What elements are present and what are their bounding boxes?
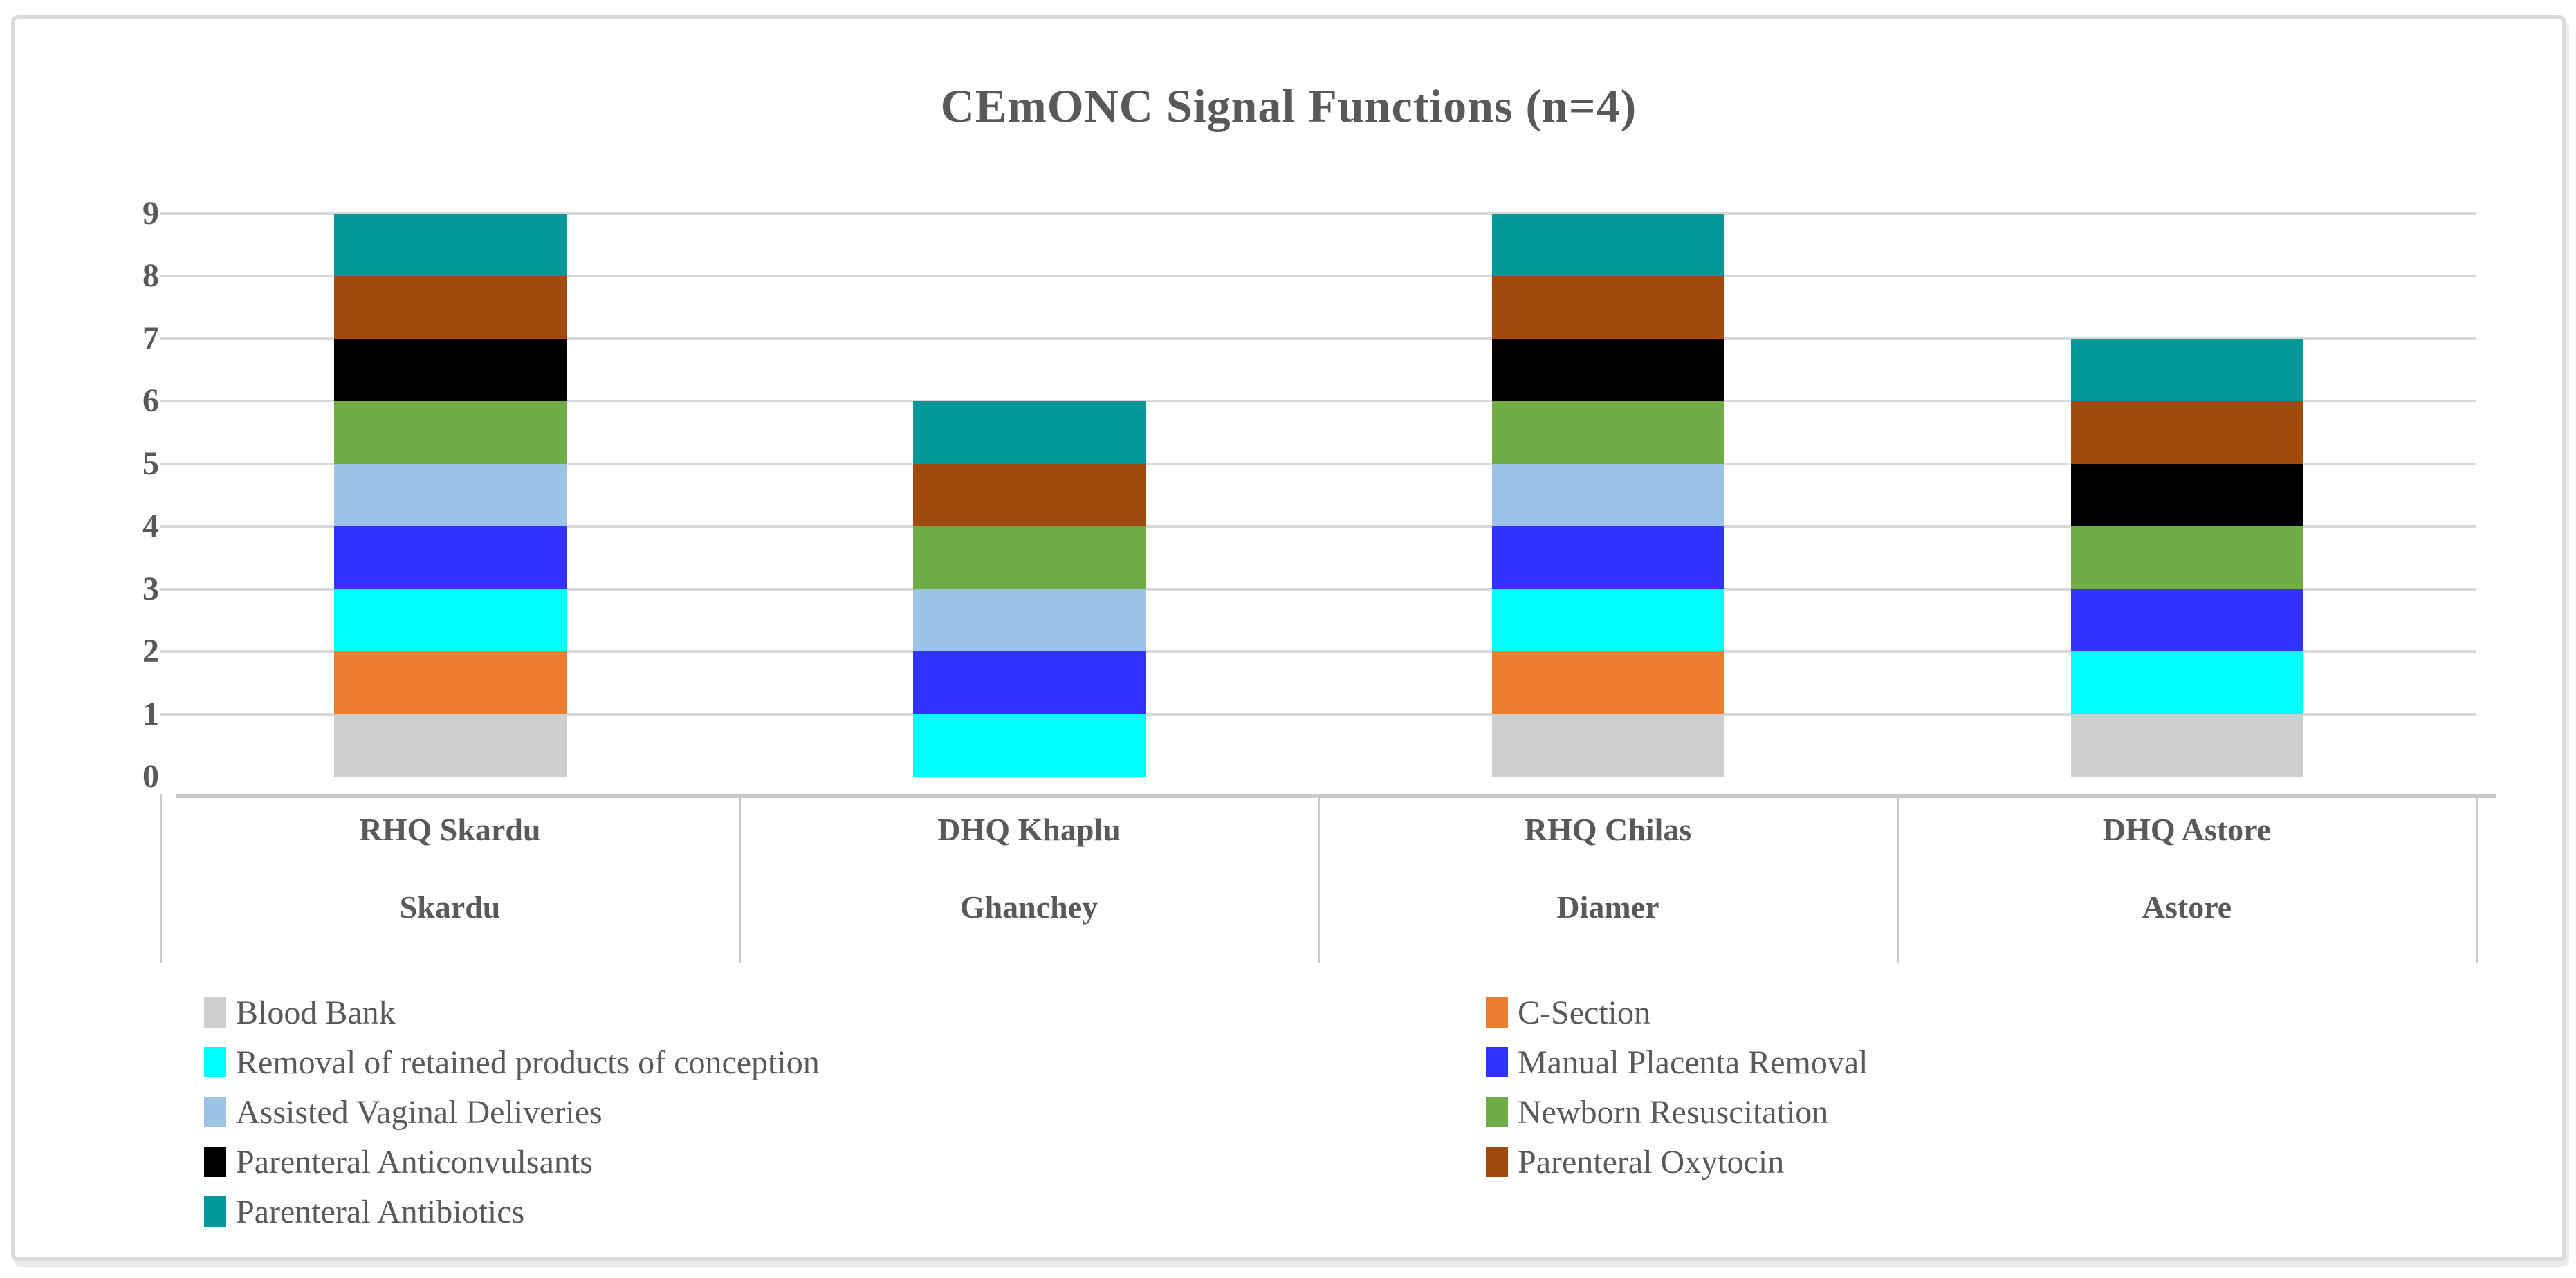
bar-segment-rhq-skardu-removal-of-retained-products-of-conception — [333, 589, 567, 651]
bar-segment-rhq-skardu-assisted-vaginal-deliveries — [333, 463, 567, 526]
category-separator — [739, 794, 741, 963]
legend-item: Parenteral Antibiotics — [204, 1187, 524, 1237]
legend-item: Manual Placenta Removal — [1486, 1037, 1868, 1087]
legend-label: Blood Bank — [236, 994, 396, 1031]
y-tick-label: 0 — [142, 758, 159, 795]
bar-segment-rhq-skardu-blood-bank — [333, 714, 567, 777]
bar-segment-rhq-chilas-parenteral-anticonvulsants — [1491, 338, 1724, 401]
legend-swatch — [204, 1097, 226, 1127]
legend-label: Assisted Vaginal Deliveries — [236, 1093, 602, 1131]
legend-item: Parenteral Oxytocin — [1486, 1137, 1784, 1187]
category-separator — [1897, 794, 1899, 963]
y-tick-label: 1 — [142, 695, 159, 732]
x-axis-line — [176, 794, 2496, 798]
category-facility-label: RHQ Skardu — [359, 812, 541, 847]
bar-segment-dhq-astore-parenteral-antibiotics — [2070, 338, 2303, 401]
bar-segment-rhq-chilas-parenteral-oxytocin — [1491, 276, 1724, 339]
bar-segment-rhq-skardu-newborn-resuscitation — [333, 401, 567, 464]
gridline — [160, 650, 2476, 653]
y-tick-label: 2 — [142, 633, 159, 669]
legend-swatch — [204, 1047, 226, 1077]
legend-item: Newborn Resuscitation — [1486, 1087, 1828, 1137]
y-tick-label: 5 — [142, 445, 159, 482]
bar-segment-dhq-astore-removal-of-retained-products-of-conception — [2070, 651, 2303, 714]
bar-segment-rhq-chilas-assisted-vaginal-deliveries — [1491, 463, 1724, 526]
legend-swatch — [1486, 997, 1508, 1028]
gridline — [160, 337, 2476, 340]
legend-label: Parenteral Oxytocin — [1518, 1143, 1785, 1180]
category-separator — [160, 794, 162, 963]
legend-swatch — [204, 1196, 226, 1227]
category-district-label: Diamer — [1556, 889, 1659, 925]
legend-swatch — [204, 1147, 226, 1177]
gridline — [160, 212, 2476, 215]
bar-segment-rhq-chilas-removal-of-retained-products-of-conception — [1491, 589, 1724, 651]
y-tick-label: 9 — [142, 194, 159, 232]
bar-segment-dhq-khaplu-removal-of-retained-products-of-conception — [912, 714, 1146, 777]
bar-segment-dhq-astore-parenteral-anticonvulsants — [2070, 463, 2303, 526]
bar-segment-dhq-khaplu-manual-placenta-removal — [912, 651, 1146, 714]
bar-segment-dhq-astore-blood-bank — [2070, 714, 2303, 777]
bar-segment-rhq-skardu-parenteral-oxytocin — [333, 276, 567, 339]
bar-segment-rhq-skardu-c-section — [333, 651, 567, 714]
category-facility-label: DHQ Astore — [2102, 812, 2272, 847]
category-separator — [2476, 794, 2478, 963]
legend-label: Removal of retained products of concepti… — [236, 1044, 820, 1081]
category-district-label: Astore — [2142, 889, 2232, 925]
category-district-label: Ghanchey — [959, 889, 1098, 925]
gridline — [160, 587, 2476, 591]
bar-segment-rhq-skardu-parenteral-anticonvulsants — [333, 338, 567, 401]
bar-segment-rhq-chilas-newborn-resuscitation — [1491, 401, 1724, 464]
bar-segment-dhq-astore-newborn-resuscitation — [2070, 526, 2303, 589]
gridline — [160, 400, 2476, 402]
legend-label: Parenteral Anticonvulsants — [236, 1143, 593, 1180]
category-separator — [1318, 794, 1320, 963]
chart-frame: CEmONC Signal Functions (n=4) 0 1 2 3 4 5 6 7 8 9… — [11, 15, 2566, 1261]
legend-item: Blood Bank — [204, 988, 396, 1037]
bar-segment-rhq-chilas-parenteral-antibiotics — [1491, 213, 1724, 276]
gridline — [160, 462, 2476, 465]
bar-segment-dhq-khaplu-parenteral-antibiotics — [912, 401, 1146, 464]
legend-item: C-Section — [1486, 988, 1650, 1037]
legend-swatch — [1486, 1047, 1508, 1077]
legend-swatch — [1486, 1147, 1508, 1177]
legend-label: C-Section — [1518, 994, 1650, 1031]
y-tick-label: 7 — [142, 320, 159, 357]
bar-segment-dhq-khaplu-newborn-resuscitation — [912, 526, 1146, 589]
y-tick-label: 8 — [142, 257, 159, 294]
bar-segment-dhq-khaplu-assisted-vaginal-deliveries — [912, 589, 1146, 651]
gridline — [160, 275, 2476, 277]
y-tick-label: 4 — [142, 508, 159, 544]
bar-segment-rhq-skardu-parenteral-antibiotics — [333, 213, 567, 276]
legend-item: Removal of retained products of concepti… — [204, 1037, 820, 1087]
legend-item: Parenteral Anticonvulsants — [204, 1137, 593, 1187]
gridline — [160, 712, 2476, 716]
gridline — [160, 525, 2476, 528]
legend-swatch — [204, 997, 226, 1028]
bar-segment-rhq-chilas-c-section — [1491, 651, 1724, 714]
category-facility-label: RHQ Chilas — [1524, 812, 1692, 847]
chart-title: CEmONC Signal Functions (n=4) — [940, 80, 1637, 132]
y-tick-label: 6 — [142, 382, 159, 419]
legend-label: Parenteral Antibiotics — [236, 1193, 525, 1230]
category-district-label: Skardu — [399, 889, 501, 925]
bar-segment-rhq-skardu-manual-placenta-removal — [333, 526, 567, 589]
legend-label: Newborn Resuscitation — [1518, 1093, 1829, 1131]
legend-swatch — [1486, 1097, 1508, 1127]
legend-label: Manual Placenta Removal — [1518, 1044, 1868, 1081]
bar-segment-rhq-chilas-manual-placenta-removal — [1491, 526, 1724, 589]
legend-item: Assisted Vaginal Deliveries — [204, 1087, 602, 1137]
bar-segment-rhq-chilas-blood-bank — [1491, 714, 1724, 777]
bar-segment-dhq-astore-parenteral-oxytocin — [2070, 401, 2303, 464]
bar-segment-dhq-khaplu-parenteral-oxytocin — [912, 463, 1146, 526]
y-tick-label: 3 — [142, 570, 159, 607]
bar-segment-dhq-astore-manual-placenta-removal — [2070, 589, 2303, 651]
category-facility-label: DHQ Khaplu — [937, 812, 1121, 847]
